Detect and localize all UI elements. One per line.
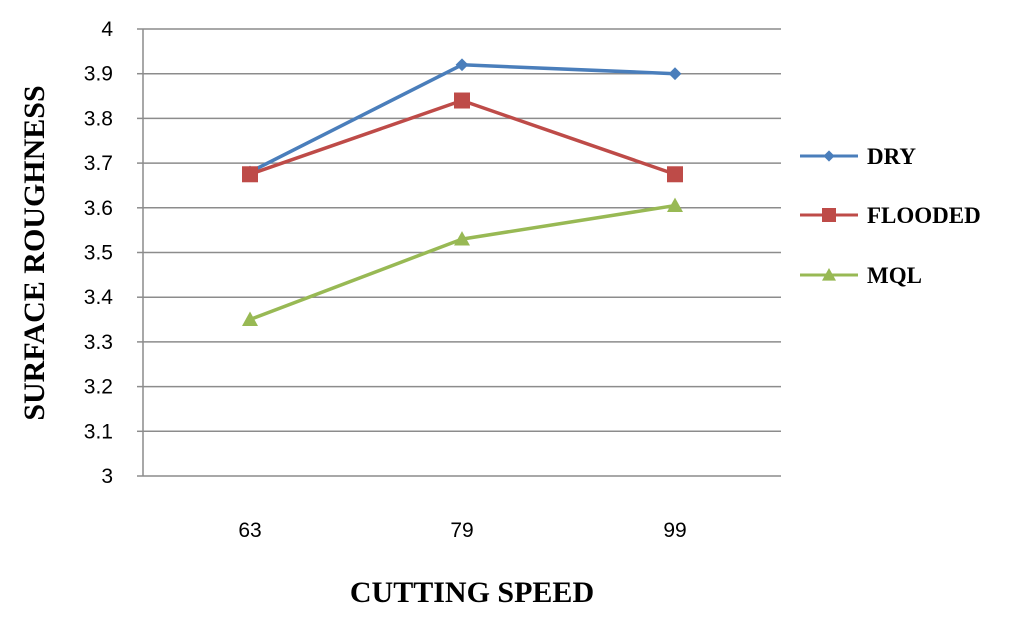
data-point-flooded bbox=[242, 166, 258, 183]
axes bbox=[137, 28, 781, 477]
y-tick-label: 3.6 bbox=[84, 197, 113, 220]
gridlines bbox=[143, 28, 781, 433]
series-group bbox=[242, 58, 683, 326]
x-axis-title: CUTTING SPEED bbox=[350, 576, 594, 609]
y-tick-labels: 3 3.1 3.2 3.3 3.4 3.5 3.6 3.7 3.8 3.9 4 bbox=[84, 18, 114, 488]
data-point-dry bbox=[668, 67, 682, 81]
x-tick-label: 79 bbox=[450, 519, 473, 542]
x-tick-labels: 63 79 99 bbox=[238, 519, 686, 542]
y-tick-label: 3.4 bbox=[84, 286, 114, 309]
y-tick-label: 3.2 bbox=[84, 376, 113, 399]
y-tick-label: 4 bbox=[101, 18, 113, 41]
legend: DRY FLOODED MQL bbox=[800, 144, 981, 288]
y-axis-title: SURFACE ROUGHNESS bbox=[18, 85, 51, 420]
data-point-flooded bbox=[454, 92, 470, 109]
y-tick-label: 3.3 bbox=[84, 331, 113, 354]
y-tick-label: 3.7 bbox=[84, 152, 113, 175]
x-tick-label: 99 bbox=[663, 519, 686, 542]
data-point-mql bbox=[454, 231, 470, 246]
y-tick-label: 3.5 bbox=[84, 242, 113, 265]
legend-label-flooded: FLOODED bbox=[867, 203, 981, 228]
y-tick-label: 3.1 bbox=[84, 420, 113, 443]
series-line-mql bbox=[249, 203, 676, 322]
y-tick-label: 3.9 bbox=[84, 63, 113, 86]
x-tick-label: 63 bbox=[238, 519, 261, 542]
legend-label-dry: DRY bbox=[867, 144, 916, 169]
data-point-mql bbox=[242, 311, 258, 326]
y-tick-label: 3.8 bbox=[84, 107, 113, 130]
data-point-dry bbox=[455, 58, 469, 72]
data-point-flooded bbox=[667, 166, 683, 183]
legend-marker-flooded bbox=[822, 208, 836, 222]
legend-marker-mql bbox=[822, 268, 836, 281]
legend-label-mql: MQL bbox=[867, 263, 922, 288]
y-tick-label: 3 bbox=[101, 465, 113, 488]
data-point-mql bbox=[667, 197, 683, 212]
legend-marker-dry bbox=[823, 150, 835, 162]
